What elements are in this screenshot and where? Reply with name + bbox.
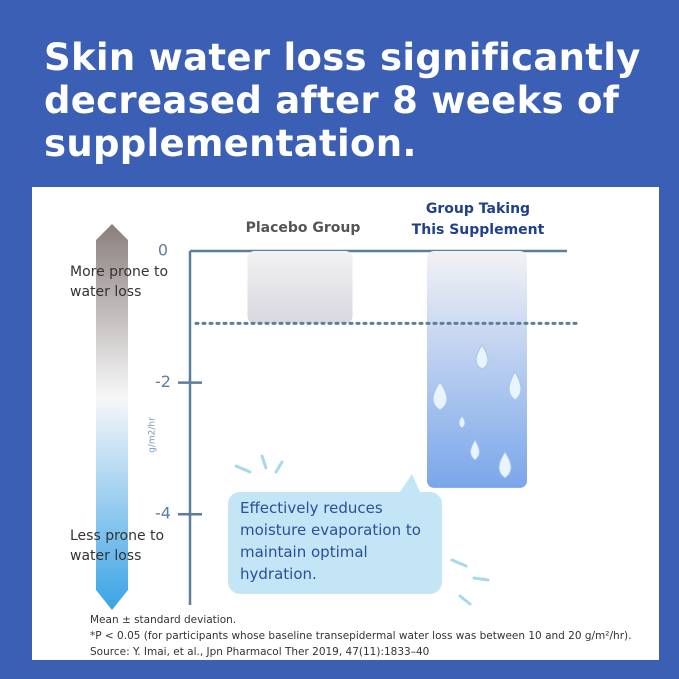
category-label: Group Taking This Supplement bbox=[411, 201, 545, 238]
bar bbox=[427, 251, 527, 488]
sparkle bbox=[234, 454, 490, 606]
scale-arrow bbox=[96, 224, 128, 610]
y-tick-label: -2 bbox=[155, 372, 171, 391]
bar bbox=[247, 251, 353, 324]
water-drops bbox=[432, 344, 522, 479]
callout-text: Effectively reduces moisture evaporation… bbox=[240, 499, 421, 583]
bottom-scale-label: Less prone to water loss bbox=[70, 528, 165, 564]
callout-tail bbox=[400, 474, 420, 492]
callout-box bbox=[228, 492, 442, 594]
footnote: *P < 0.05 (for participants whose baseli… bbox=[90, 630, 632, 642]
footnotes: Mean ± standard deviation. *P < 0.05 (fo… bbox=[90, 612, 631, 660]
footnote: Source: Y. Imai, et al., Jpn Pharmacol T… bbox=[90, 646, 430, 658]
y-tick-label: 0 bbox=[158, 241, 168, 260]
top-scale-label: More prone to water loss bbox=[70, 264, 169, 300]
y-axis-label: g/m2/hr bbox=[148, 417, 158, 453]
footnote: Mean ± standard deviation. bbox=[90, 614, 237, 626]
category-label: Placebo Group bbox=[245, 220, 361, 236]
y-tick-label: -4 bbox=[155, 504, 171, 523]
headline: Skin water loss significantly decreased … bbox=[44, 36, 641, 165]
